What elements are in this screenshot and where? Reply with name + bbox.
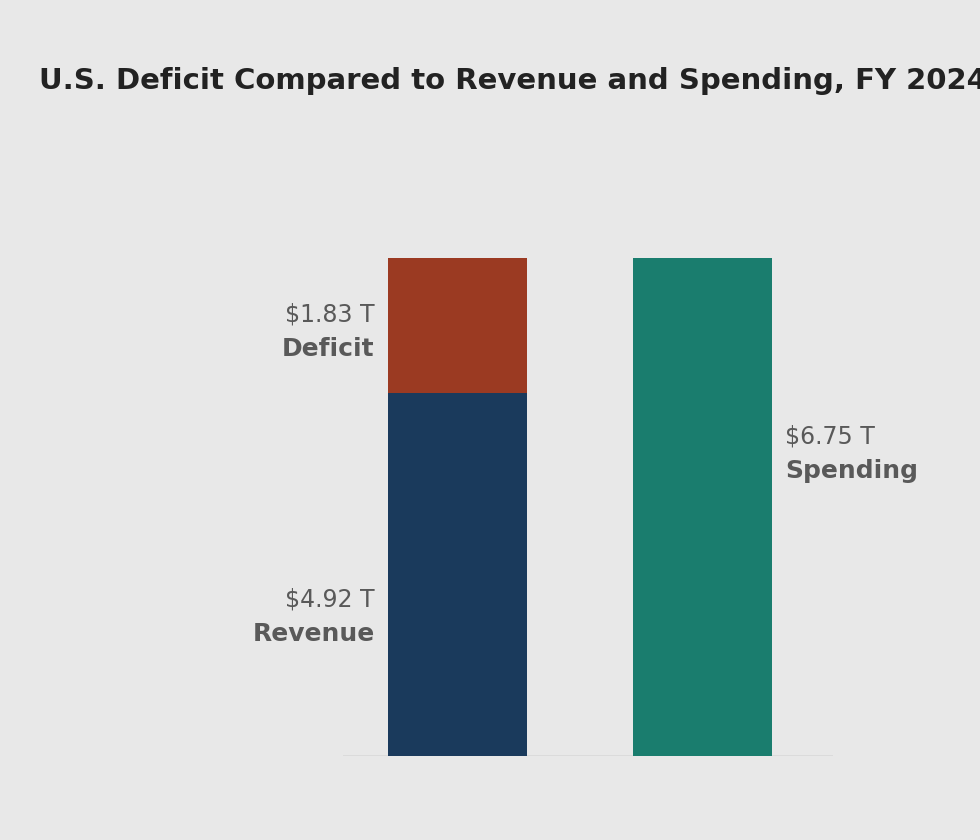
Text: $6.75 T: $6.75 T [785, 424, 875, 449]
Text: Revenue: Revenue [253, 622, 374, 647]
Bar [633, 258, 772, 756]
Bar [388, 393, 527, 756]
Text: Spending: Spending [785, 459, 918, 483]
Bar [388, 258, 527, 393]
Text: $4.92 T: $4.92 T [285, 588, 374, 612]
Text: U.S. Deficit Compared to Revenue and Spending, FY 2024: U.S. Deficit Compared to Revenue and Spe… [39, 67, 980, 95]
Text: $1.83 T: $1.83 T [285, 302, 374, 327]
Text: Deficit: Deficit [282, 337, 374, 361]
